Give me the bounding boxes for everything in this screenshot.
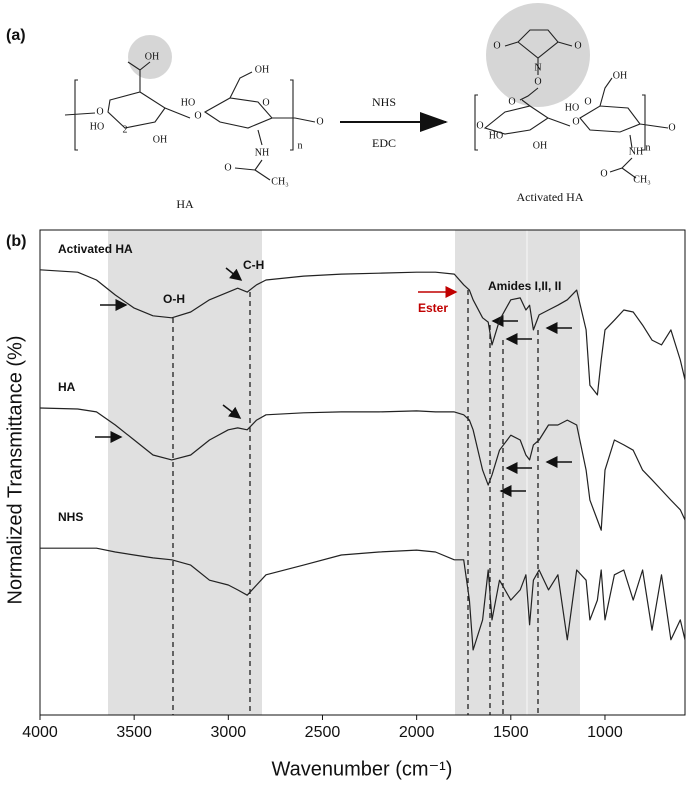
highlight-band (455, 230, 580, 715)
y-axis-label: Normalized Transmittance (%) (4, 336, 26, 605)
atom-label: HO (489, 130, 503, 141)
arrows (95, 267, 572, 497)
highlight-band (108, 230, 262, 715)
atom-label: NH (255, 147, 269, 158)
atom-label: HO (181, 97, 195, 108)
x-tick-label: 1000 (587, 724, 623, 741)
spectrum-line (40, 547, 686, 651)
atom-label: O (224, 162, 231, 173)
series-label: NHS (58, 510, 83, 524)
atom-label: O (476, 120, 483, 131)
atom-label: n (646, 142, 651, 153)
x-tick-label: 3000 (211, 724, 247, 741)
annotation: O-H (163, 292, 185, 306)
atom-label: NH (629, 146, 643, 157)
annotation: Ester (418, 301, 448, 315)
atom-label: O (316, 116, 323, 127)
annotation: C-H (243, 258, 264, 272)
spectrum-line (39, 269, 686, 396)
spectrum-line (39, 407, 686, 531)
atom-label: O (262, 97, 269, 108)
dashed-markers (172, 290, 539, 715)
atom-label: O (194, 110, 201, 121)
x-tick-label: 4000 (22, 724, 58, 741)
highlight-circle (128, 35, 172, 79)
atom-label: HO (90, 121, 104, 132)
atom-label: N (534, 62, 541, 73)
atom-label: O (493, 40, 500, 51)
atom-label: O (668, 122, 675, 133)
x-tick-label: 2000 (399, 724, 435, 741)
atom-label: OH (153, 134, 167, 145)
compound-name: HA (176, 197, 194, 211)
atom-label: O (96, 106, 103, 117)
atom-label: O (600, 168, 607, 179)
atom-label: OH (145, 51, 159, 62)
atom-label: CH₃ (271, 176, 288, 187)
x-tick-label: 3500 (116, 724, 152, 741)
compound-name: Activated HA (517, 190, 584, 204)
atom-label: 2 (123, 124, 128, 135)
panel-label: (a) (6, 27, 26, 44)
plot-frame (39, 229, 686, 716)
series-label: Activated HA (58, 242, 133, 256)
atom-label: O (574, 40, 581, 51)
atom-label: n (298, 140, 303, 151)
atom-label: HO (565, 102, 579, 113)
series-label: HA (58, 380, 76, 394)
atom-label: O (534, 76, 541, 87)
panel-label: (b) (6, 233, 26, 250)
atom-label: O (584, 96, 591, 107)
reagent: NHS (372, 95, 396, 109)
highlight-circle (486, 3, 590, 107)
atom-label: CH₃ (633, 174, 650, 185)
x-axis-label: Wavenumber (cm⁻¹) (272, 758, 453, 780)
x-tick-label: 2500 (305, 724, 341, 741)
bond-lines (64, 61, 316, 181)
atom-label: OH (255, 64, 269, 75)
atom-label: O (508, 96, 515, 107)
atom-label: OH (533, 140, 547, 151)
x-tick-label: 1500 (493, 724, 529, 741)
annotation: Amides I,II, II (488, 279, 561, 293)
atom-label: OH (613, 70, 627, 81)
reagent: EDC (372, 136, 396, 150)
atom-label: O (572, 116, 579, 127)
bond-lines (474, 29, 669, 179)
